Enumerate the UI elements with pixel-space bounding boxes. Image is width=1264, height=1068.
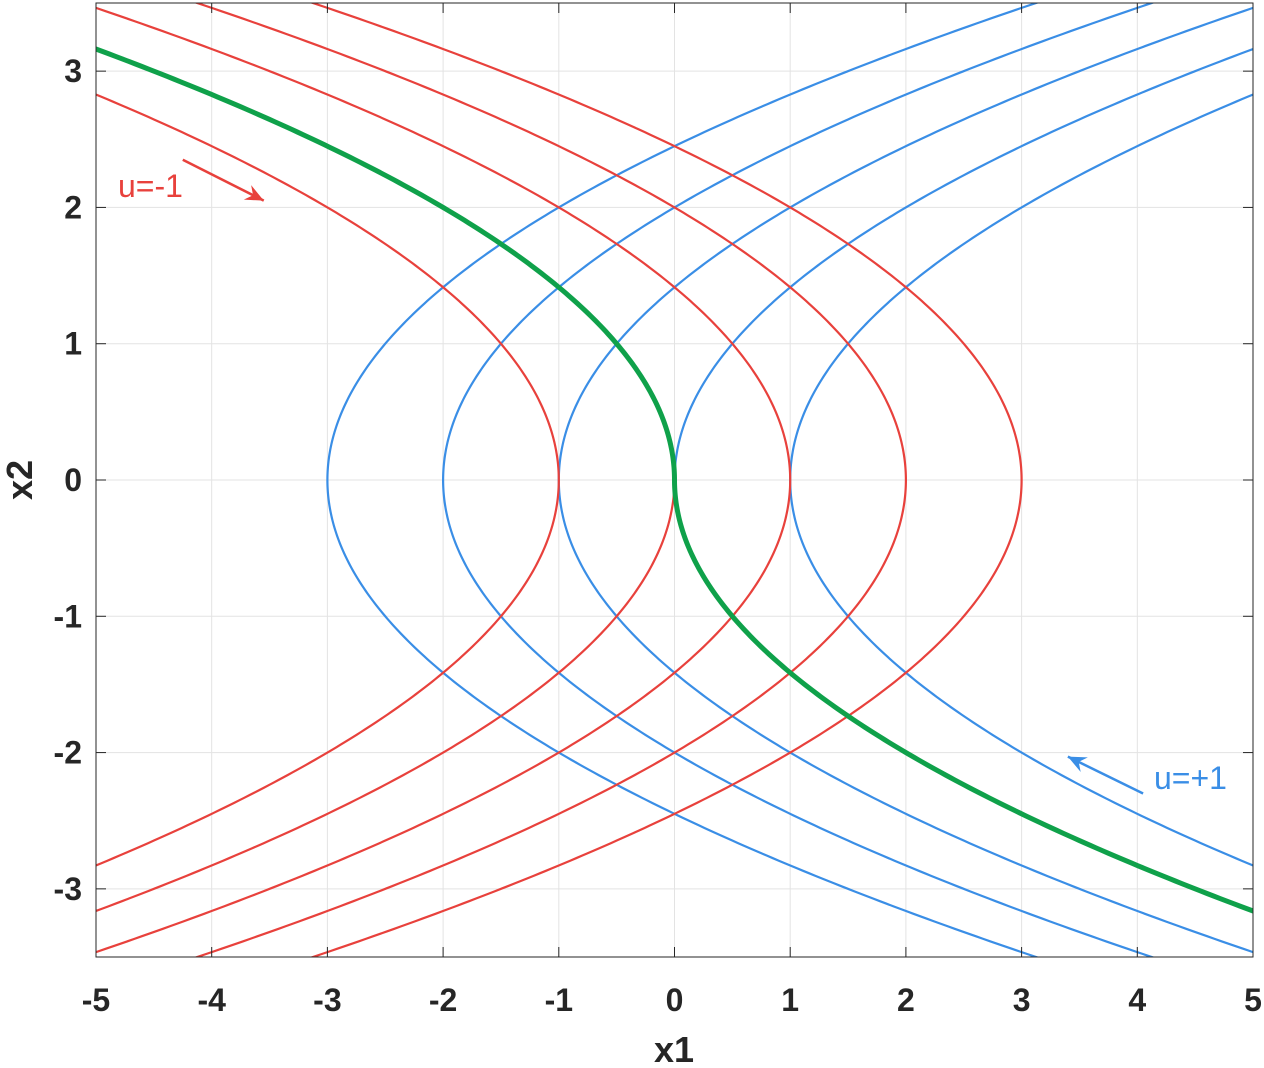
- x-tick-label: 5: [1244, 982, 1262, 1018]
- x-tick-label: -4: [197, 982, 226, 1018]
- ticks: -5 -4 -3 -2 -1 0 1 2 3 4 5 -3 -2 -1 0 1 2 3: [54, 3, 1262, 1018]
- x-tick-label: 4: [1128, 982, 1146, 1018]
- u-minus-trajectory-c3: [309, 3, 1023, 957]
- annotation-label: u=-1: [118, 168, 183, 204]
- annotations: u=-1 u=+1: [118, 158, 1227, 796]
- annotation-arrow-shaft: [1067, 755, 1144, 795]
- x-tick-label: -5: [82, 982, 110, 1018]
- x-tick-label: 3: [1013, 982, 1031, 1018]
- switching-curve: [96, 46, 1253, 914]
- annotation-arrow-head: [243, 185, 264, 201]
- curves: [96, 3, 1253, 957]
- annotation-arrow-shaft: [182, 158, 265, 202]
- u-minus-trajectory-c2: [193, 3, 908, 957]
- x-tick-label: 2: [897, 982, 915, 1018]
- y-tick-label: 2: [64, 189, 82, 225]
- x-tick-label: -2: [429, 982, 457, 1018]
- u-plus-trajectory-c-2: [441, 3, 1156, 957]
- u-minus-trajectory-c-1: [96, 93, 560, 867]
- annotation-arrow-head: [1067, 756, 1088, 773]
- u-plus-trajectory-c-3: [326, 3, 1040, 957]
- x-tick-label: 1: [781, 982, 799, 1018]
- annotation-label: u=+1: [1154, 760, 1227, 796]
- y-tick-label: -3: [54, 871, 82, 907]
- u-minus-trajectory-c1: [96, 6, 792, 954]
- y-tick-label: 1: [64, 326, 82, 362]
- x-axis-label: x1: [654, 1029, 694, 1068]
- x-tick-label: -1: [545, 982, 573, 1018]
- y-tick-label: -1: [54, 598, 82, 634]
- y-tick-label: 0: [64, 462, 82, 498]
- y-axis-label: x2: [0, 460, 40, 500]
- x-tick-label: -3: [313, 982, 341, 1018]
- x-tick-label: 0: [666, 982, 684, 1018]
- y-tick-label: -2: [54, 735, 82, 771]
- y-tick-label: 3: [64, 53, 82, 89]
